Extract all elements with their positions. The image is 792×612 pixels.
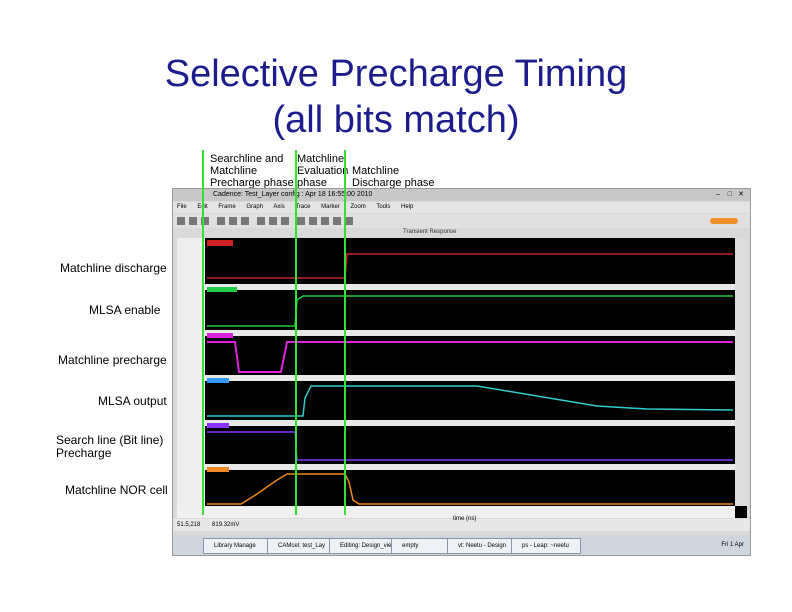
signal-label-matchline-precharge: Matchline precharge [58, 353, 167, 367]
minimize-icon[interactable]: – [716, 191, 720, 198]
menu-frame[interactable]: Frame [218, 204, 236, 210]
table-icon[interactable] [297, 217, 305, 225]
horizontal-axis-area [177, 506, 735, 518]
phase-marker-3 [344, 150, 346, 515]
x-axis-label: time (ns) [453, 516, 477, 522]
save-icon[interactable] [201, 217, 209, 225]
open-icon[interactable] [189, 217, 197, 225]
waveform-plot[interactable] [177, 238, 747, 518]
signal-label-searchline-precharge: Search line (Bit line) Precharge [56, 433, 164, 460]
lane-tag-2 [207, 287, 237, 292]
grid-icon[interactable] [321, 217, 329, 225]
signal-label-mlsa-output: MLSA output [98, 394, 167, 408]
marker-icon[interactable] [257, 217, 265, 225]
phase-label-evaluation: Matchline Evaluation phase [297, 153, 349, 189]
slide-title-line1: Selective Precharge Timing [164, 53, 628, 95]
signal-label-mlsa-enable: MLSA enable [89, 303, 161, 317]
cursor-icon[interactable] [269, 217, 277, 225]
phase-label-precharge: Searchline and Matchline Precharge phase [210, 153, 294, 189]
zoom-out-icon[interactable] [229, 217, 237, 225]
task-camcell[interactable]: CAMcel: test_Lay [267, 538, 335, 554]
menu-marker[interactable]: Marker [321, 204, 340, 210]
signal-label-nor-cell: Matchline NOR cell [65, 483, 168, 497]
lane-tag-6 [207, 467, 229, 472]
trace-mlsa-enable [207, 295, 733, 327]
phase-marker-1 [202, 150, 204, 515]
calc-icon[interactable] [309, 217, 317, 225]
task-library-manager[interactable]: Library Manage [203, 538, 273, 554]
menu-tools[interactable]: Tools [376, 204, 391, 210]
window-title: Cadence: Test_Layer config : Apr 18 16:5… [213, 191, 373, 198]
status-bar: 51.5,218 819.32mV time (ns) [173, 516, 750, 531]
progress-indicator [710, 218, 738, 224]
graph-title: Transient Response [403, 229, 457, 235]
zoom-in-icon[interactable] [217, 217, 225, 225]
task-empty[interactable]: empty [391, 538, 453, 554]
lane-tag-5 [207, 423, 229, 428]
lane-tag-3 [207, 333, 233, 338]
trace-matchline-precharge [207, 341, 733, 373]
print-icon[interactable] [177, 217, 185, 225]
phase-marker-2 [295, 150, 297, 515]
close-icon[interactable]: ✕ [738, 191, 744, 198]
menu-zoom[interactable]: Zoom [350, 204, 366, 210]
lane-tag-1 [207, 240, 233, 246]
status-y-value: 819.32mV [212, 522, 240, 528]
trace-matchline-discharge [207, 253, 733, 279]
vertical-scrollbar[interactable] [735, 238, 747, 506]
menu-file[interactable]: File [177, 204, 187, 210]
signal-label-matchline-discharge: Matchline discharge [60, 261, 167, 275]
taskbar-clock: Fri 1 Apr [721, 542, 744, 548]
strip-icon[interactable] [281, 217, 289, 225]
axis-icon[interactable] [345, 217, 353, 225]
window-titlebar[interactable]: Cadence: Test_Layer config : Apr 18 16:5… [173, 189, 750, 201]
menu-help[interactable]: Help [401, 204, 414, 210]
taskbar: Library Manage CAMcel: test_Lay Editing:… [173, 535, 750, 555]
trace-searchline-precharge [207, 431, 733, 461]
status-x-value: 51.5,218 [177, 522, 201, 528]
waveform-window: Cadence: Test_Layer config : Apr 18 16:5… [172, 188, 751, 556]
task-terminal[interactable]: vt: Neetu - Design [447, 538, 517, 554]
menu-axis[interactable]: Axis [273, 204, 285, 210]
toolbar [173, 214, 750, 228]
phase-label-discharge: Matchline Discharge phase [352, 165, 435, 189]
menu-graph[interactable]: Graph [246, 204, 264, 210]
task-ps[interactable]: ps - Leap: ~neetu [511, 538, 581, 554]
slide-title-line2: (all bits match) [272, 99, 520, 141]
lane-separators [205, 284, 735, 470]
menu-bar: File Edit Frame Graph Axis Trace Marker … [173, 202, 750, 213]
trace-nor-cell [207, 473, 733, 505]
menu-trace[interactable]: Trace [295, 204, 311, 210]
maximize-icon[interactable]: □ [727, 191, 732, 198]
lane-tag-4 [207, 378, 229, 383]
fit-icon[interactable] [241, 217, 249, 225]
legend-icon[interactable] [333, 217, 341, 225]
task-editing[interactable]: Editing: Design_vie [329, 538, 397, 554]
trace-mlsa-output [207, 385, 734, 417]
